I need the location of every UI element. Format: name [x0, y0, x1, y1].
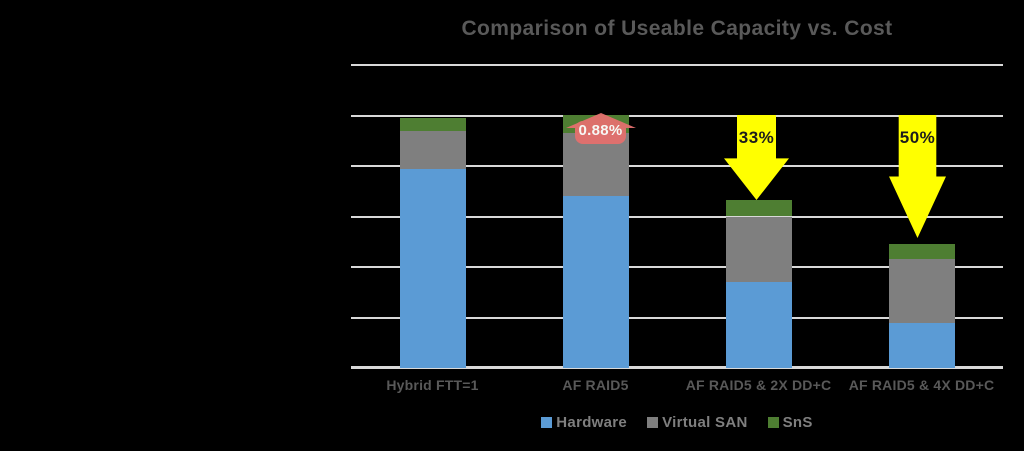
bar-segment-virtual-san-1: [399, 130, 466, 169]
bar-segment-sns-3: [725, 199, 792, 217]
gridline: [351, 266, 1003, 268]
sns-increase-label: 0.88%: [578, 122, 623, 139]
sns-increase-callout: 0.88%: [565, 113, 636, 144]
gridline: [351, 165, 1003, 167]
legend-label: Hardware: [556, 413, 628, 431]
callout-body: [575, 121, 626, 144]
bar-segment-virtual-san-4: [888, 259, 955, 323]
bar-segment-sns-1: [399, 118, 466, 131]
legend-swatch-icon: [541, 416, 553, 428]
legend-swatch-icon: [767, 416, 779, 428]
bar-segment-hardware-2: [562, 196, 629, 368]
legend-swatch-icon: [647, 416, 659, 428]
category-label: Hybrid FTT=1: [386, 377, 479, 393]
cost-reduction-4x-label: 50%: [899, 128, 936, 147]
x-axis-line: [351, 366, 1003, 369]
gridline: [351, 64, 1003, 66]
legend-label: Virtual SAN: [662, 413, 748, 431]
legend-item: Virtual SAN: [647, 414, 748, 431]
plot-area: 0.88% 33% 50% Hybrid FTT=1 AF RAID5 AF RAI…: [351, 64, 1003, 393]
bar-segment-hardware-1: [399, 168, 466, 368]
legend: Hardware Virtual SAN SnS: [351, 412, 1003, 432]
category-label: AF RAID5 & 4X DD+C: [848, 377, 995, 393]
legend-item: SnS: [767, 413, 813, 431]
category-label: AF RAID5: [562, 377, 629, 393]
gridline: [351, 114, 1003, 117]
bar-segment-virtual-san-3: [725, 216, 792, 283]
bar-segment-sns-4: [888, 244, 955, 260]
gridline: [351, 316, 1003, 319]
cost-reduction-2x-label: 33%: [738, 128, 775, 147]
bar-segment-hardware-3: [725, 282, 792, 368]
chart-title: Comparison of Useable Capacity vs. Cost: [461, 17, 893, 40]
legend-label: SnS: [782, 413, 813, 431]
category-label: AF RAID5 & 2X DD+C: [685, 377, 832, 393]
legend-item: Hardware: [541, 414, 627, 431]
bar-segment-hardware-4: [888, 322, 955, 368]
gridline: [351, 215, 1003, 218]
